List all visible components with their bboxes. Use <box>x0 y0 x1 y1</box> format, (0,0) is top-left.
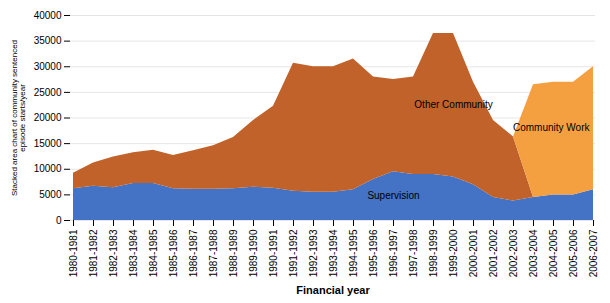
svg-text:1992-1993: 1992-1993 <box>308 229 319 277</box>
svg-text:1988-1989: 1988-1989 <box>228 229 239 277</box>
svg-text:Other Community: Other Community <box>414 99 492 110</box>
svg-text:0: 0 <box>56 215 62 226</box>
svg-text:30000: 30000 <box>34 61 62 72</box>
svg-text:2003-2004: 2003-2004 <box>528 229 539 277</box>
svg-text:1983-1984: 1983-1984 <box>128 229 139 277</box>
svg-text:Financial year: Financial year <box>296 284 370 296</box>
svg-text:1986-1987: 1986-1987 <box>188 229 199 277</box>
svg-text:1980-1981: 1980-1981 <box>68 229 79 277</box>
svg-text:Stacked area chart of communit: Stacked area chart of community sentence… <box>10 40 27 196</box>
svg-text:1990-1991: 1990-1991 <box>268 229 279 277</box>
svg-text:1987-1988: 1987-1988 <box>208 229 219 277</box>
svg-text:1994-1995: 1994-1995 <box>348 229 359 277</box>
svg-text:2001-2002: 2001-2002 <box>488 229 499 277</box>
svg-text:1996-1997: 1996-1997 <box>388 229 399 277</box>
svg-text:1993-1994: 1993-1994 <box>328 229 339 277</box>
svg-text:1995-1996: 1995-1996 <box>368 229 379 277</box>
svg-text:2005-2006: 2005-2006 <box>568 229 579 277</box>
svg-text:2000-2001: 2000-2001 <box>468 229 479 277</box>
svg-text:40000: 40000 <box>34 10 62 21</box>
svg-text:Community Work: Community Work <box>513 122 590 133</box>
svg-text:Supervision: Supervision <box>367 190 419 201</box>
svg-text:10000: 10000 <box>34 163 62 174</box>
svg-text:1989-1990: 1989-1990 <box>248 229 259 277</box>
svg-text:1991-1992: 1991-1992 <box>288 229 299 277</box>
svg-text:25000: 25000 <box>34 87 62 98</box>
svg-text:5000: 5000 <box>39 189 62 200</box>
svg-text:1997-1998: 1997-1998 <box>408 229 419 277</box>
svg-text:35000: 35000 <box>34 35 62 46</box>
svg-text:2002-2003: 2002-2003 <box>508 229 519 277</box>
svg-text:1985-1986: 1985-1986 <box>168 229 179 277</box>
svg-text:1999-2000: 1999-2000 <box>448 229 459 277</box>
svg-text:1984-1985: 1984-1985 <box>148 229 159 277</box>
svg-text:2006-2007: 2006-2007 <box>588 229 599 277</box>
svg-text:15000: 15000 <box>34 138 62 149</box>
svg-text:20000: 20000 <box>34 112 62 123</box>
svg-text:1982-1983: 1982-1983 <box>108 229 119 277</box>
svg-text:1981-1982: 1981-1982 <box>88 229 99 277</box>
svg-text:2004-2005: 2004-2005 <box>548 229 559 277</box>
svg-text:1998-1999: 1998-1999 <box>428 229 439 277</box>
